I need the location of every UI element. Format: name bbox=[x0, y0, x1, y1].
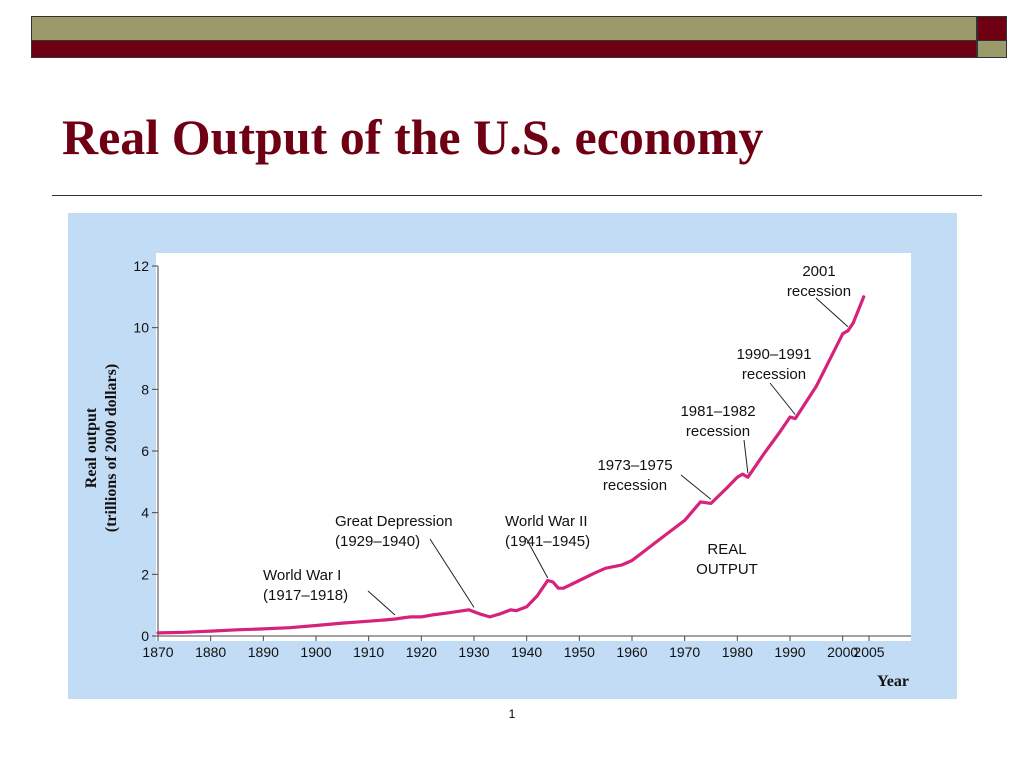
x-tick-label: 2005 bbox=[853, 644, 884, 660]
x-tick-label: 1880 bbox=[195, 644, 226, 660]
slide-title: Real Output of the U.S. economy bbox=[62, 109, 764, 165]
x-tick-label: 1870 bbox=[142, 644, 173, 660]
annotation-label-line-1: 1990–1991 bbox=[736, 346, 811, 363]
annotation-label-line-2: (1941–1945) bbox=[505, 533, 590, 550]
annotation-label-line-2: recession bbox=[603, 477, 667, 494]
y-tick-label: 8 bbox=[141, 381, 149, 397]
y-tick-label: 2 bbox=[141, 566, 149, 582]
annotation-label-line-1: World War I bbox=[263, 567, 341, 584]
annotation-leader-line bbox=[743, 439, 749, 474]
y-tick-label: 10 bbox=[133, 320, 149, 336]
annotation-label-line-1: 1973–1975 bbox=[597, 457, 672, 474]
y-tick-label: 0 bbox=[141, 628, 149, 644]
annotation-leader-line bbox=[525, 537, 549, 579]
series-line-real-output bbox=[156, 295, 866, 635]
x-axis-label: Year bbox=[877, 673, 909, 690]
x-tick-label: 1900 bbox=[300, 644, 331, 660]
series-label-line-1: REAL bbox=[707, 541, 746, 558]
page-number: 1 bbox=[508, 707, 516, 721]
annotation-label-line-1: 1981–1982 bbox=[680, 403, 755, 420]
annotation-leaders bbox=[367, 297, 849, 616]
header-olive-strip bbox=[31, 16, 977, 41]
x-tick-label: 1990 bbox=[774, 644, 805, 660]
x-tick-label: 1980 bbox=[722, 644, 753, 660]
title-divider bbox=[52, 195, 982, 196]
header-maroon-strip bbox=[31, 41, 977, 58]
x-tick-label: 1930 bbox=[458, 644, 489, 660]
series-label-line-2: OUTPUT bbox=[696, 561, 758, 578]
x-tick-label: 1920 bbox=[406, 644, 437, 660]
annotation-label-line-2: (1929–1940) bbox=[335, 533, 420, 550]
header-maroon-square bbox=[977, 16, 1007, 41]
annotation-label-line-2: recession bbox=[686, 423, 750, 440]
annotation-leader-line bbox=[680, 474, 712, 500]
x-tick-label: 1890 bbox=[248, 644, 279, 660]
plot-area bbox=[156, 253, 911, 641]
header-decoration-bar bbox=[31, 16, 1007, 59]
y-ticks: 0 2 4 6 8 10 12 bbox=[133, 258, 158, 644]
x-tick-label: 1970 bbox=[669, 644, 700, 660]
x-tick-label: 1950 bbox=[564, 644, 595, 660]
y-tick-label: 6 bbox=[141, 443, 149, 459]
annotation-label-line-1: 2001 bbox=[802, 263, 835, 280]
annotation-leader-line bbox=[769, 382, 796, 415]
y-axis-label: Real output bbox=[83, 407, 100, 488]
annotation-label-line-2: (1917–1918) bbox=[263, 587, 348, 604]
x-tick-label: 2000 bbox=[827, 644, 858, 660]
y-tick-label: 4 bbox=[141, 505, 149, 521]
annotation-label-line-2: recession bbox=[742, 366, 806, 383]
annotation-labels: World War I (1917–1918) Great Depression (1… bbox=[263, 263, 851, 604]
x-ticks: 1870 1880 1890 1900 1910 1920 1930 1940 1950 1960… bbox=[142, 636, 885, 660]
y-axis-sublabel: (trillions of 2000 dollars) bbox=[103, 364, 120, 532]
x-tick-label: 1910 bbox=[353, 644, 384, 660]
annotation-label-line-2: recession bbox=[787, 283, 851, 300]
y-tick-label: 12 bbox=[133, 258, 149, 274]
annotation-leader-line bbox=[429, 538, 475, 608]
x-tick-label: 1960 bbox=[616, 644, 647, 660]
output-chart: 0 2 4 6 8 10 12 1870 1880 1890 1900 1910 1920 1930 19… bbox=[83, 253, 911, 690]
annotation-label-line-1: World War II bbox=[505, 513, 588, 530]
header-olive-square bbox=[977, 41, 1007, 58]
chart-panel: 0 2 4 6 8 10 12 1870 1880 1890 1900 1910 1920 1930 19… bbox=[68, 213, 957, 699]
x-tick-label: 1940 bbox=[511, 644, 542, 660]
annotation-leader-line bbox=[815, 297, 849, 328]
annotation-label-line-1: Great Depression bbox=[335, 513, 453, 530]
annotation-leader-line bbox=[367, 590, 396, 616]
